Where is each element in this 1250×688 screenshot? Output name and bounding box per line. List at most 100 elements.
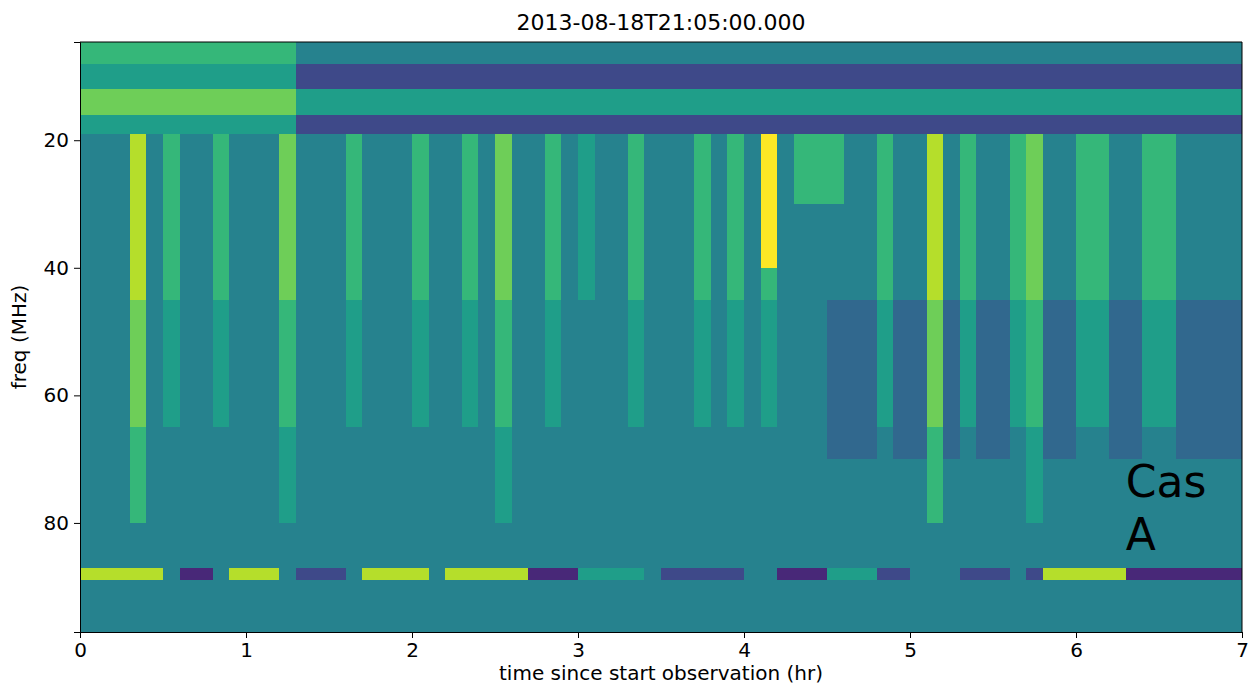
heatmap-cell	[312, 172, 329, 204]
y-tick-label: 40	[44, 256, 69, 280]
heatmap-cell	[893, 459, 910, 491]
heatmap-cell	[827, 115, 844, 135]
heatmap-cell	[528, 268, 545, 300]
heatmap-cell	[561, 491, 578, 523]
heatmap-cell	[1026, 172, 1043, 204]
heatmap-cell	[976, 268, 993, 300]
heatmap-cell	[1225, 42, 1242, 64]
heatmap-cell	[993, 42, 1010, 64]
heatmap-cell	[960, 172, 977, 204]
heatmap-cell	[910, 363, 927, 395]
heatmap-cell	[279, 363, 296, 395]
heatmap-cell	[860, 236, 877, 268]
heatmap-cell	[1209, 42, 1226, 64]
heatmap-cell	[130, 580, 147, 632]
heatmap-cell	[478, 42, 495, 64]
heatmap-cell	[395, 64, 412, 90]
heatmap-cell	[495, 268, 512, 300]
heatmap-cell	[97, 172, 114, 204]
heatmap-cell	[97, 580, 114, 632]
heatmap-cell	[844, 568, 861, 581]
heatmap-cell	[196, 332, 213, 364]
heatmap-cell	[777, 64, 794, 90]
heatmap-cell	[1176, 89, 1193, 115]
heatmap-cell	[130, 115, 147, 135]
heatmap-cell	[910, 42, 927, 64]
heatmap-cell	[495, 204, 512, 236]
heatmap-cell	[429, 580, 446, 632]
heatmap-cell	[528, 172, 545, 204]
heatmap-cell	[1159, 395, 1176, 427]
heatmap-cell	[578, 134, 595, 173]
heatmap-cell	[495, 300, 512, 332]
heatmap-cell	[1093, 42, 1110, 64]
heatmap-cell	[727, 427, 744, 459]
heatmap-cell	[578, 580, 595, 632]
heatmap-cell	[943, 115, 960, 135]
heatmap-cell	[395, 491, 412, 523]
heatmap-cell	[644, 42, 661, 64]
heatmap-cell	[561, 427, 578, 459]
heatmap-cell	[113, 427, 130, 459]
heatmap-cell	[429, 172, 446, 204]
heatmap-cell	[1225, 459, 1242, 491]
heatmap-cell	[644, 363, 661, 395]
heatmap-cell	[927, 523, 944, 568]
heatmap-cell	[1043, 42, 1060, 64]
heatmap-cell	[993, 300, 1010, 332]
heatmap-cell	[279, 523, 296, 568]
heatmap-cell	[462, 523, 479, 568]
heatmap-cell	[263, 395, 280, 427]
heatmap-cell	[1010, 363, 1027, 395]
heatmap-cell	[893, 332, 910, 364]
heatmap-cell	[1093, 580, 1110, 632]
heatmap-cell	[395, 427, 412, 459]
heatmap-cell	[844, 204, 861, 236]
heatmap-cell	[1176, 580, 1193, 632]
heatmap-cell	[877, 568, 894, 581]
heatmap-cell	[1192, 568, 1209, 581]
heatmap-cell	[927, 115, 944, 135]
heatmap-cell	[1043, 459, 1060, 491]
heatmap-cell	[213, 42, 230, 64]
heatmap-cell	[97, 491, 114, 523]
heatmap-cell	[993, 491, 1010, 523]
heatmap-cell	[927, 268, 944, 300]
heatmap-cell	[263, 459, 280, 491]
heatmap-cell	[346, 523, 363, 568]
heatmap-cell	[1093, 115, 1110, 135]
heatmap-cell	[296, 268, 313, 300]
heatmap-cell	[927, 363, 944, 395]
heatmap-cell	[213, 332, 230, 364]
heatmap-cell	[678, 568, 695, 581]
heatmap-cell	[578, 427, 595, 459]
heatmap-cell	[678, 395, 695, 427]
heatmap-cell	[1142, 172, 1159, 204]
heatmap-cell	[229, 134, 246, 173]
heatmap-cell	[910, 332, 927, 364]
heatmap-cell	[1209, 204, 1226, 236]
heatmap-cell	[744, 363, 761, 395]
heatmap-cell	[1010, 427, 1027, 459]
heatmap-cell	[329, 115, 346, 135]
heatmap-cell	[180, 427, 197, 459]
heatmap-cell	[561, 268, 578, 300]
heatmap-cell	[777, 459, 794, 491]
heatmap-cell	[1225, 134, 1242, 173]
heatmap-cell	[1159, 134, 1176, 173]
y-tick-label: 80	[44, 511, 69, 535]
heatmap-cell	[1059, 491, 1076, 523]
heatmap-cell	[478, 89, 495, 115]
heatmap-cell	[495, 89, 512, 115]
heatmap-cell	[1176, 172, 1193, 204]
heatmap-cell	[146, 236, 163, 268]
heatmap-cell	[528, 363, 545, 395]
heatmap-cell	[213, 236, 230, 268]
heatmap-cell	[1059, 268, 1076, 300]
heatmap-cell	[296, 580, 313, 632]
heatmap-cell	[229, 89, 246, 115]
heatmap-cell	[462, 395, 479, 427]
heatmap-cell	[860, 459, 877, 491]
heatmap-cell	[678, 268, 695, 300]
heatmap-cell	[644, 580, 661, 632]
